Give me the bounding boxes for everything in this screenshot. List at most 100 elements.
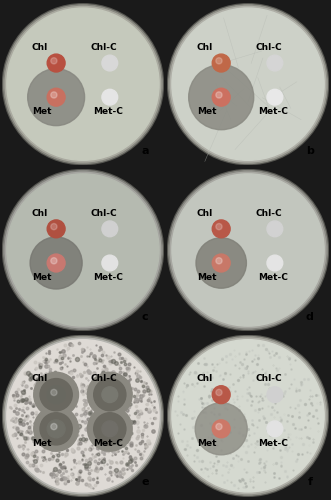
Circle shape <box>94 378 126 411</box>
Circle shape <box>216 58 222 64</box>
Text: Met: Met <box>32 107 51 116</box>
Circle shape <box>28 68 85 126</box>
Circle shape <box>216 424 222 430</box>
Text: Chl: Chl <box>32 42 48 51</box>
Text: Met-C: Met-C <box>94 272 123 281</box>
Circle shape <box>172 340 324 492</box>
Circle shape <box>7 8 159 160</box>
Circle shape <box>216 258 222 264</box>
Circle shape <box>189 64 254 130</box>
Text: Chl-C: Chl-C <box>255 374 282 384</box>
Text: Met: Met <box>197 272 216 281</box>
Text: Met: Met <box>197 438 216 448</box>
Text: Chl-C: Chl-C <box>255 42 282 51</box>
Text: e: e <box>141 478 149 488</box>
Text: Chl-C: Chl-C <box>255 208 282 218</box>
Circle shape <box>4 336 162 495</box>
Circle shape <box>47 88 65 106</box>
Circle shape <box>34 406 78 451</box>
Circle shape <box>216 92 222 98</box>
Circle shape <box>170 172 326 328</box>
Circle shape <box>102 55 118 71</box>
Text: d: d <box>306 312 314 322</box>
Circle shape <box>216 224 222 230</box>
Circle shape <box>267 221 283 236</box>
Circle shape <box>4 5 162 164</box>
Circle shape <box>212 254 230 272</box>
Circle shape <box>7 174 159 326</box>
Text: Chl: Chl <box>197 208 213 218</box>
Circle shape <box>169 336 327 495</box>
Circle shape <box>2 170 164 330</box>
Circle shape <box>212 54 230 72</box>
Circle shape <box>2 336 164 496</box>
Circle shape <box>167 4 329 164</box>
Circle shape <box>212 220 230 238</box>
Circle shape <box>47 220 65 238</box>
Circle shape <box>51 224 57 230</box>
Circle shape <box>195 403 247 455</box>
Circle shape <box>102 255 118 271</box>
Circle shape <box>212 386 230 404</box>
Circle shape <box>47 420 65 438</box>
Text: Met-C: Met-C <box>259 438 289 448</box>
Text: c: c <box>141 312 148 322</box>
Circle shape <box>267 387 283 402</box>
Text: Chl: Chl <box>197 42 213 51</box>
Text: b: b <box>306 146 314 156</box>
Circle shape <box>267 421 283 436</box>
Circle shape <box>5 172 161 328</box>
Circle shape <box>102 387 118 402</box>
Circle shape <box>40 412 72 445</box>
Circle shape <box>172 8 324 160</box>
Circle shape <box>94 412 126 445</box>
Circle shape <box>47 386 65 404</box>
Text: Chl: Chl <box>197 374 213 384</box>
Circle shape <box>212 88 230 106</box>
Circle shape <box>102 421 118 436</box>
Text: Met: Met <box>197 107 216 116</box>
Circle shape <box>170 338 326 494</box>
Circle shape <box>2 4 164 164</box>
Circle shape <box>267 90 283 105</box>
Circle shape <box>87 406 132 451</box>
Circle shape <box>102 221 118 236</box>
Text: Chl-C: Chl-C <box>90 374 117 384</box>
Circle shape <box>170 6 326 162</box>
Text: Chl-C: Chl-C <box>90 42 117 51</box>
Circle shape <box>87 372 132 417</box>
Text: Met: Met <box>32 272 51 281</box>
Circle shape <box>51 424 57 430</box>
Text: Chl: Chl <box>32 208 48 218</box>
Circle shape <box>267 55 283 71</box>
Text: a: a <box>141 146 149 156</box>
Circle shape <box>212 420 230 438</box>
Circle shape <box>30 237 82 289</box>
Circle shape <box>51 58 57 64</box>
Circle shape <box>47 54 65 72</box>
Circle shape <box>169 5 327 164</box>
Text: Met: Met <box>32 438 51 448</box>
Circle shape <box>167 170 329 330</box>
Text: Chl: Chl <box>32 374 48 384</box>
Circle shape <box>47 254 65 272</box>
Circle shape <box>5 338 161 494</box>
Circle shape <box>51 258 57 264</box>
Text: Met-C: Met-C <box>259 107 289 116</box>
Circle shape <box>34 372 78 417</box>
Circle shape <box>4 170 162 330</box>
Circle shape <box>40 378 72 411</box>
Circle shape <box>167 336 329 496</box>
Circle shape <box>51 390 57 396</box>
Text: Met-C: Met-C <box>259 272 289 281</box>
Text: Met-C: Met-C <box>94 438 123 448</box>
Circle shape <box>102 90 118 105</box>
Circle shape <box>196 238 246 288</box>
Circle shape <box>216 390 222 396</box>
Circle shape <box>172 174 324 326</box>
Circle shape <box>5 6 161 162</box>
Text: Chl-C: Chl-C <box>90 208 117 218</box>
Circle shape <box>267 255 283 271</box>
Text: f: f <box>307 478 312 488</box>
Circle shape <box>169 170 327 330</box>
